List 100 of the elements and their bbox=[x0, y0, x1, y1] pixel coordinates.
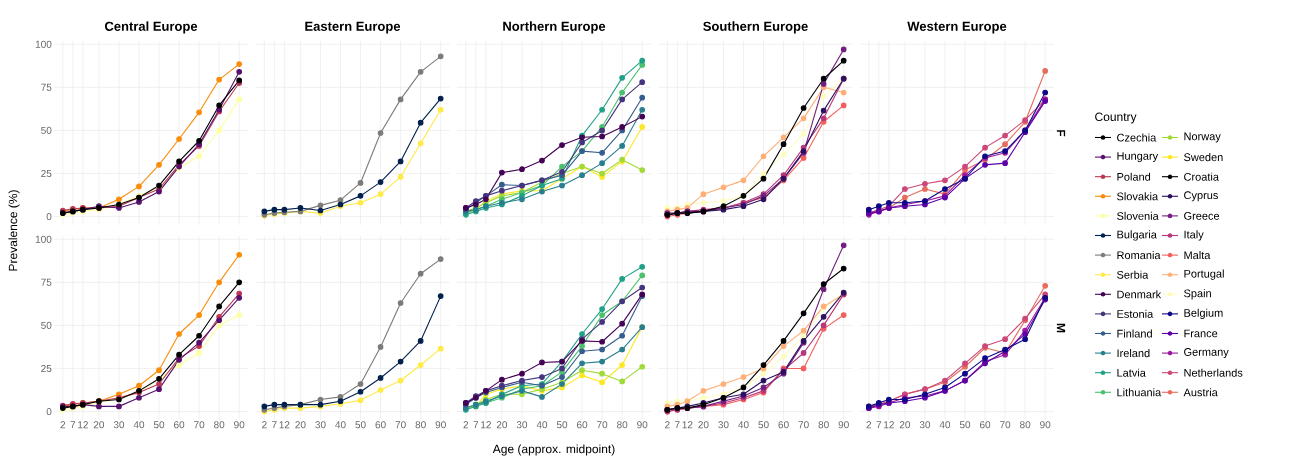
x-tick-label: 70 bbox=[194, 421, 205, 429]
legend-label: Malta bbox=[1184, 251, 1211, 260]
x-tick-label: 70 bbox=[597, 421, 608, 429]
x-tick-label: 20 bbox=[496, 421, 508, 429]
x-tick-label: 20 bbox=[698, 421, 709, 429]
y-tick-label: 25 bbox=[41, 364, 52, 373]
x-tick-label: 2 bbox=[60, 421, 66, 429]
x-tick-label: 30 bbox=[113, 421, 125, 429]
x-tick-label: 50 bbox=[153, 421, 165, 429]
text: M bbox=[1056, 323, 1066, 333]
y-tick-label: 25 bbox=[41, 169, 52, 178]
x-tick-label: 50 bbox=[758, 421, 769, 429]
legend-label: Hungary bbox=[1117, 152, 1159, 163]
y-tick-label: 50 bbox=[41, 126, 52, 134]
x-tick-label: 80 bbox=[214, 421, 225, 429]
x-tick-label: 2 bbox=[463, 421, 469, 429]
legend-label: Estonia bbox=[1117, 309, 1154, 318]
x-tick-label: 7 bbox=[473, 421, 479, 429]
legend-label: Denmark bbox=[1117, 290, 1162, 299]
legend-label: Czechia bbox=[1117, 133, 1157, 142]
legend-label: Slovakia bbox=[1117, 192, 1159, 201]
legend-label: Belgium bbox=[1184, 308, 1223, 320]
x-tick-label: 70 bbox=[1000, 421, 1011, 429]
legend-label: Poland bbox=[1117, 172, 1151, 181]
x-tick-label: 12 bbox=[884, 421, 894, 429]
x-tick-label: 30 bbox=[718, 421, 729, 429]
x-tick-label: 70 bbox=[798, 421, 809, 429]
x-tick-label: 40 bbox=[738, 421, 749, 429]
legend-label: Portugal bbox=[1184, 269, 1224, 280]
legend-label: Romania bbox=[1117, 251, 1161, 260]
x-tick-label: 2 bbox=[665, 421, 670, 429]
y-tick-label: 0 bbox=[46, 213, 52, 221]
legend-label: Bulgaria bbox=[1117, 230, 1157, 241]
x-tick-label: 40 bbox=[335, 421, 346, 429]
x-tick-label: 40 bbox=[536, 421, 548, 429]
chart-title: Western Europe bbox=[907, 21, 1007, 34]
y-tick-label: 100 bbox=[35, 235, 52, 243]
x-tick-label: 12 bbox=[78, 421, 88, 429]
x-tick-label: 60 bbox=[980, 421, 991, 429]
legend-label: Lithuania bbox=[1117, 388, 1162, 397]
legend-label: Slovenia bbox=[1117, 211, 1159, 220]
x-tick-label: 80 bbox=[415, 421, 426, 429]
x-tick-label: 80 bbox=[818, 421, 829, 429]
x-tick-label: 90 bbox=[1040, 421, 1051, 429]
legend-title: Country bbox=[1095, 112, 1137, 124]
legend-label: Serbia bbox=[1117, 270, 1149, 279]
chart-title: Northern Europe bbox=[503, 21, 606, 34]
x-tick-label: 90 bbox=[234, 421, 245, 429]
y-tick-label: 50 bbox=[41, 321, 52, 329]
x-tick-label: 80 bbox=[617, 421, 628, 429]
legend-label: Latvia bbox=[1117, 368, 1146, 377]
legend-label: Croatia bbox=[1184, 172, 1219, 181]
chart-title: Central Europe bbox=[104, 21, 198, 34]
legend-label: Netherlands bbox=[1184, 368, 1243, 377]
x-tick-label: 80 bbox=[1020, 421, 1031, 429]
x-tick-label: 7 bbox=[876, 421, 882, 429]
x-tick-label: 40 bbox=[133, 421, 145, 429]
x-tick-label: 30 bbox=[516, 421, 528, 429]
y-tick-label: 100 bbox=[35, 40, 52, 48]
x-tick-label: 12 bbox=[682, 421, 693, 429]
x-tick-label: 50 bbox=[959, 421, 971, 429]
legend-label: France bbox=[1184, 329, 1218, 338]
y-tick-label: 0 bbox=[46, 408, 52, 416]
x-tick-label: 60 bbox=[174, 421, 185, 429]
y-tick-label: 75 bbox=[41, 83, 52, 91]
text: F bbox=[1056, 130, 1066, 137]
x-tick-label: 60 bbox=[577, 421, 588, 429]
x-tick-label: 90 bbox=[637, 421, 648, 429]
legend-label: Spain bbox=[1184, 289, 1211, 300]
x-tick-label: 20 bbox=[93, 421, 105, 429]
chart-title: Eastern Europe bbox=[305, 21, 401, 34]
y-tick-label: 75 bbox=[41, 278, 52, 286]
x-tick-label: 50 bbox=[556, 421, 568, 429]
x-tick-label: 2 bbox=[262, 421, 267, 429]
x-tick-label: 60 bbox=[778, 421, 789, 429]
legend-label: Ireland bbox=[1117, 349, 1150, 358]
x-tick-label: 20 bbox=[295, 421, 306, 429]
y-axis-title: Prevalence (%) bbox=[8, 190, 20, 271]
x-axis-title: Age (approx. midpoint) bbox=[492, 444, 615, 456]
x-tick-label: 12 bbox=[481, 421, 491, 429]
legend-label: Germany bbox=[1184, 348, 1229, 359]
chart-title: Southern Europe bbox=[703, 21, 808, 34]
x-tick-label: 40 bbox=[939, 421, 951, 429]
x-tick-label: 50 bbox=[355, 421, 366, 429]
legend-label: Norway bbox=[1184, 132, 1221, 143]
legend-label: Cyprus bbox=[1184, 191, 1218, 202]
x-tick-label: 30 bbox=[315, 421, 326, 429]
x-tick-label: 2 bbox=[866, 421, 872, 429]
x-tick-label: 60 bbox=[375, 421, 386, 429]
legend-label: Sweden bbox=[1184, 153, 1223, 162]
x-tick-label: 90 bbox=[435, 421, 446, 429]
x-tick-label: 30 bbox=[919, 421, 931, 429]
legend-label: Italy bbox=[1184, 230, 1204, 241]
x-tick-label: 20 bbox=[899, 421, 911, 429]
x-tick-label: 7 bbox=[675, 421, 680, 429]
legend-label: Greece bbox=[1184, 212, 1220, 220]
x-tick-label: 12 bbox=[279, 421, 290, 429]
legend-label: Austria bbox=[1183, 388, 1218, 397]
x-tick-label: 7 bbox=[70, 421, 76, 429]
legend-label: Finland bbox=[1117, 329, 1152, 338]
